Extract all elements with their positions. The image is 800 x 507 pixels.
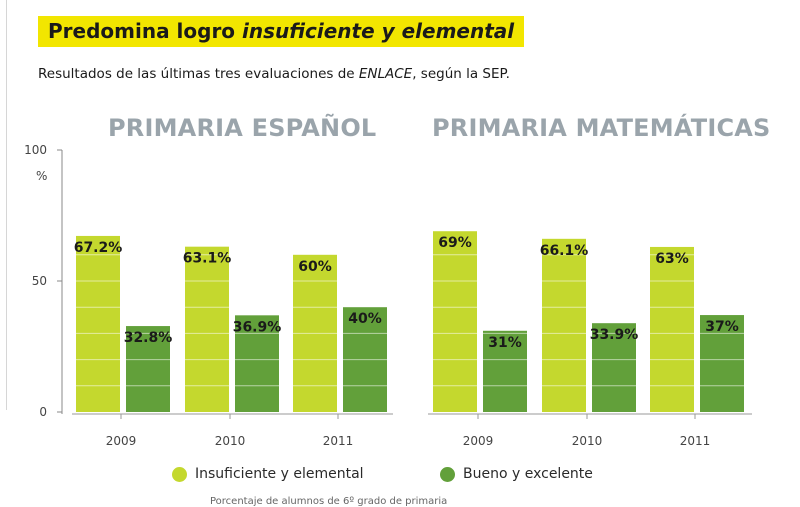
data-label: 40% [348,311,382,327]
y-unit-label: % [36,169,47,183]
headline-prefix: Predomina logro [48,19,243,43]
panel-title-espanol: PRIMARIA ESPAÑOL [108,114,377,142]
legend-swatch-bueno [440,466,455,482]
y-tick-label: 100 [24,143,47,157]
subtitle-prefix: Resultados de las últimas tres evaluacio… [38,66,359,82]
x-tick-label: 2010 [215,434,246,448]
x-tick-label: 2009 [106,434,137,448]
bar-insuficiente [542,238,586,412]
data-label: 31% [488,335,522,351]
legend-label-bueno: Bueno y excelente [463,466,593,482]
x-tick-label: 2009 [463,434,494,448]
legend: Insuficiente y elemental Bueno y excelen… [0,466,800,490]
bar-insuficiente [650,246,694,412]
legend-item-insuficiente: Insuficiente y elemental [172,466,364,482]
bar-bueno [235,315,279,412]
legend-label-insuficiente: Insuficiente y elemental [195,466,364,482]
bar-insuficiente [76,235,120,412]
chart-subtitle: Resultados de las últimas tres evaluacio… [38,66,510,82]
subtitle-suffix: , según la SEP. [412,66,510,82]
bar-insuficiente [185,246,229,412]
panel-title-matematicas: PRIMARIA MATEMÁTICAS [432,114,771,142]
data-label: 67.2% [74,240,123,256]
bar-bueno [592,323,636,412]
data-label: 32.8% [124,330,173,346]
data-label: 36.9% [233,319,282,335]
legend-swatch-insuficiente [172,466,187,482]
subtitle-emphasis: ENLACE [358,66,413,82]
x-tick-label: 2010 [572,434,603,448]
x-tick-label: 2011 [680,434,711,448]
data-label: 60% [298,259,332,275]
footnote: Porcentaje de alumnos de 6º grado de pri… [210,496,448,507]
data-label: 63% [655,251,689,267]
bar-insuficiente [433,231,477,412]
y-tick-label: 0 [39,405,47,419]
bar-bueno [483,330,527,412]
data-label: 66.1% [540,243,589,259]
frame-border [0,0,7,410]
bar-bueno [126,326,170,412]
data-label: 37% [705,319,739,335]
x-tick-label: 2011 [323,434,354,448]
chart-headline: Predomina logro insuficiente y elemental [38,16,525,47]
data-label: 69% [438,235,472,251]
headline-emphasis: insuficiente y elemental [242,19,515,43]
data-label: 63.1% [183,251,232,267]
legend-item-bueno: Bueno y excelente [440,466,593,482]
bar-bueno [700,315,744,412]
data-label: 33.9% [590,327,639,343]
y-tick-label: 50 [32,274,47,288]
